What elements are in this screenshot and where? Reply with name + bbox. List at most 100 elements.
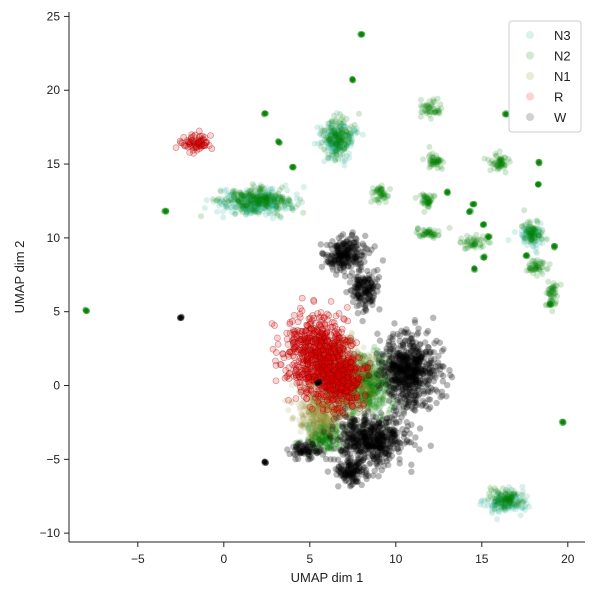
scatter-point — [257, 198, 264, 205]
scatter-point — [446, 224, 453, 231]
scatter-point — [319, 327, 326, 335]
scatter-point — [222, 203, 229, 210]
scatter-point — [289, 203, 296, 210]
scatter-point — [496, 148, 503, 155]
scatter-point — [328, 140, 335, 147]
scatter-point — [196, 145, 203, 153]
scatter-point — [226, 192, 233, 199]
scatter-point — [341, 123, 348, 130]
scatter-point — [345, 354, 352, 362]
scatter-point — [325, 138, 332, 145]
scatter-point — [269, 202, 276, 209]
scatter-point — [339, 136, 346, 143]
scatter-point — [255, 198, 262, 205]
scatter-point — [239, 193, 246, 200]
scatter-point — [263, 211, 270, 218]
scatter-point — [266, 189, 273, 196]
scatter-point — [333, 126, 340, 133]
scatter-point — [296, 379, 304, 386]
scatter-point — [548, 285, 555, 292]
scatter-point — [247, 197, 254, 204]
series-n3 — [201, 110, 549, 523]
scatter-point — [262, 200, 269, 207]
scatter-point — [352, 130, 359, 137]
scatter-point — [297, 428, 304, 435]
scatter-point — [257, 182, 264, 189]
scatter-point — [163, 208, 169, 215]
scatter-point — [438, 165, 445, 172]
scatter-point — [219, 201, 226, 208]
scatter-point — [332, 130, 339, 137]
scatter-point — [220, 199, 227, 206]
scatter-point — [263, 201, 270, 208]
scatter-point — [210, 198, 217, 205]
scatter-point — [347, 129, 354, 136]
scatter-point — [253, 196, 260, 203]
scatter-point — [262, 193, 269, 200]
scatter-point — [246, 206, 253, 213]
scatter-point — [336, 141, 343, 148]
scatter-point — [324, 120, 331, 127]
scatter-point — [329, 151, 336, 158]
scatter-point — [477, 501, 484, 508]
scatter-point — [261, 110, 267, 117]
scatter-point — [230, 187, 237, 194]
scatter-point — [268, 194, 275, 201]
scatter-point — [297, 388, 305, 396]
scatter-point — [381, 191, 388, 198]
scatter-point — [330, 127, 337, 134]
scatter-point — [337, 142, 344, 149]
scatter-point — [327, 139, 334, 146]
scatter-point — [246, 203, 253, 210]
scatter-point — [330, 147, 337, 154]
scatter-point — [328, 122, 335, 129]
scatter-point — [265, 192, 272, 199]
scatter-point — [222, 196, 229, 203]
scatter-point — [336, 143, 343, 150]
scatter-point — [241, 192, 248, 199]
scatter-point — [238, 188, 244, 195]
scatter-point — [274, 196, 281, 203]
scatter-point — [228, 192, 235, 199]
scatter-point — [338, 144, 345, 151]
scatter-point — [214, 208, 221, 215]
scatter-point — [337, 141, 344, 148]
scatter-point — [270, 204, 277, 211]
scatter-point — [284, 187, 291, 194]
scatter-point — [279, 204, 286, 211]
scatter-point — [263, 199, 270, 206]
scatter-point — [348, 142, 354, 149]
scatter-point — [239, 193, 246, 200]
scatter-point — [180, 133, 188, 141]
scatter-point — [327, 136, 334, 143]
scatter-point — [260, 194, 267, 201]
scatter-point — [333, 140, 340, 147]
scatter-point — [317, 241, 324, 248]
scatter-point — [241, 199, 248, 206]
scatter-point — [243, 204, 249, 211]
scatter-point — [330, 141, 337, 148]
scatter-point — [342, 141, 349, 148]
scatter-point — [341, 342, 349, 349]
scatter-point — [337, 133, 344, 140]
scatter-point — [214, 197, 221, 204]
scatter-point — [337, 123, 344, 130]
scatter-point — [269, 188, 276, 195]
scatter-point — [274, 195, 281, 202]
scatter-point — [271, 195, 278, 202]
scatter-point — [269, 201, 276, 208]
scatter-point — [296, 310, 304, 318]
scatter-point — [228, 209, 235, 216]
scatter-point — [245, 199, 252, 206]
scatter-point — [232, 204, 239, 211]
scatter-point — [312, 319, 320, 327]
scatter-point — [529, 266, 536, 273]
scatter-point — [512, 493, 519, 500]
scatter-point — [329, 137, 336, 144]
scatter-point — [325, 144, 332, 151]
scatter-point — [244, 191, 251, 198]
scatter-point — [335, 136, 342, 143]
scatter-point — [323, 127, 330, 134]
scatter-point — [300, 419, 307, 426]
scatter-point — [266, 191, 273, 198]
